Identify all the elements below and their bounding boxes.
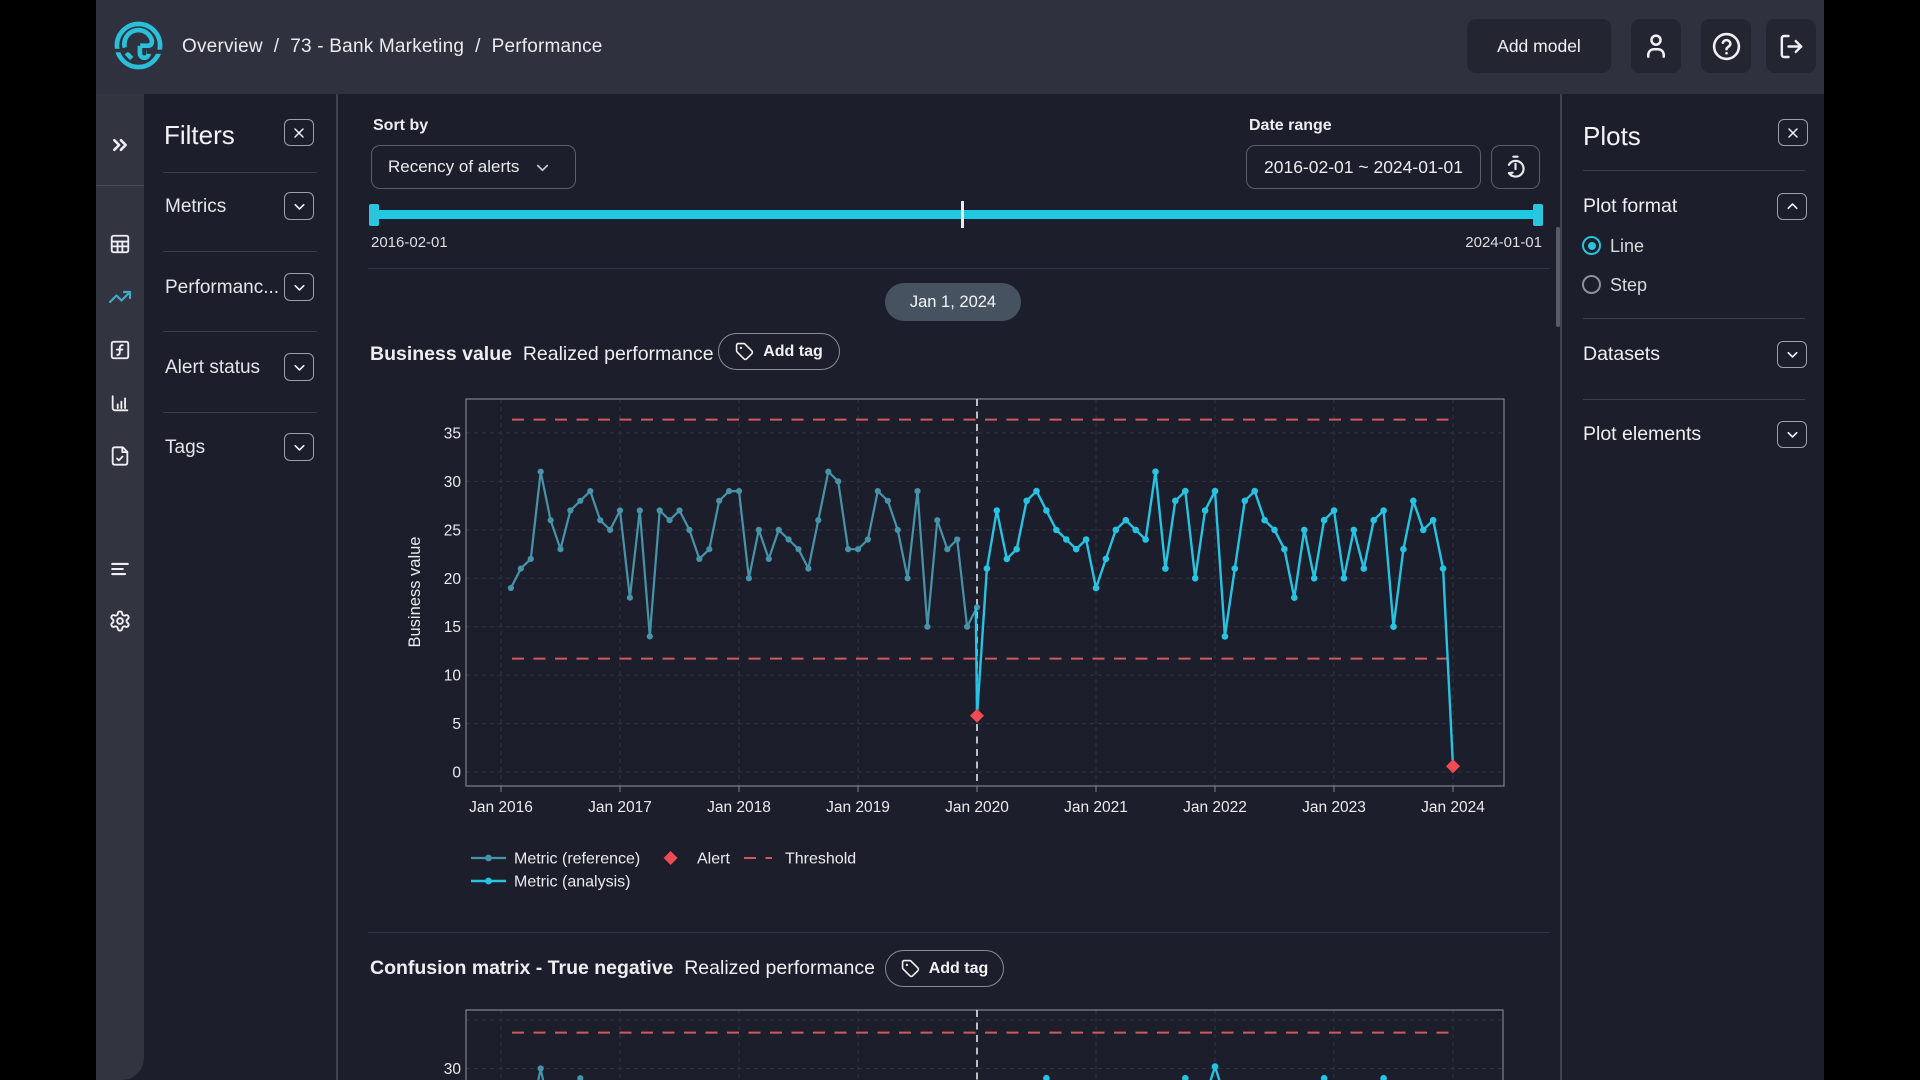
- svg-text:Alert: Alert: [697, 851, 730, 868]
- svg-text:Jan 2017: Jan 2017: [588, 799, 652, 816]
- svg-text:10: 10: [444, 668, 462, 685]
- svg-text:Jan 2023: Jan 2023: [1302, 799, 1366, 816]
- svg-text:0: 0: [452, 765, 461, 782]
- svg-text:35: 35: [444, 426, 461, 443]
- svg-text:Business value: Business value: [406, 537, 424, 648]
- svg-text:Jan 2024: Jan 2024: [1421, 799, 1485, 816]
- svg-text:20: 20: [444, 571, 462, 588]
- svg-text:Jan 2018: Jan 2018: [707, 799, 771, 816]
- svg-text:15: 15: [444, 619, 461, 636]
- svg-text:Jan 2020: Jan 2020: [945, 799, 1009, 816]
- svg-text:Jan 2019: Jan 2019: [826, 799, 890, 816]
- svg-text:5: 5: [452, 716, 461, 733]
- svg-text:30: 30: [444, 474, 462, 491]
- svg-text:Jan 2021: Jan 2021: [1064, 799, 1128, 816]
- svg-text:30: 30: [444, 1061, 462, 1078]
- svg-text:Jan 2016: Jan 2016: [469, 799, 533, 816]
- svg-text:25: 25: [444, 522, 461, 539]
- svg-text:Metric (reference): Metric (reference): [514, 851, 640, 868]
- svg-text:Jan 2022: Jan 2022: [1183, 799, 1247, 816]
- svg-text:Metric (analysis): Metric (analysis): [514, 874, 630, 891]
- svg-text:Threshold: Threshold: [785, 851, 856, 868]
